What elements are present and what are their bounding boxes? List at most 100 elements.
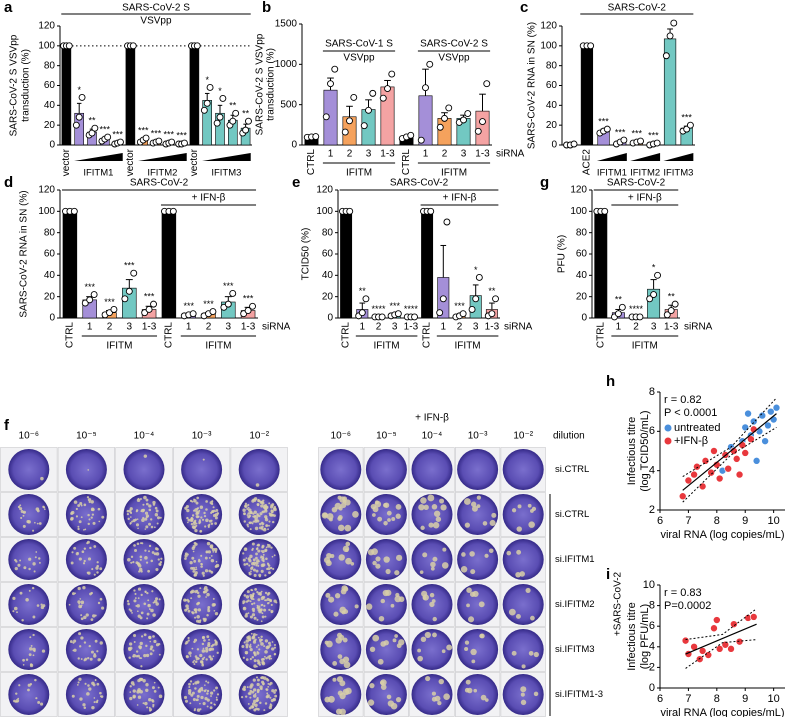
plaque xyxy=(147,613,150,616)
plaque xyxy=(20,517,22,519)
row-label: si.CTRL xyxy=(555,509,589,520)
plaque xyxy=(248,635,251,638)
data-point xyxy=(351,94,357,100)
plate xyxy=(457,584,498,625)
y-tick-label: 0 xyxy=(551,140,557,151)
plaque xyxy=(74,500,78,504)
plaque xyxy=(247,526,249,528)
data-point xyxy=(604,126,610,132)
plaque xyxy=(217,652,219,654)
plaque xyxy=(142,504,144,506)
plaque xyxy=(190,655,192,657)
plaque xyxy=(325,593,330,598)
plaque xyxy=(188,683,191,686)
plaque xyxy=(266,692,268,694)
plaque xyxy=(87,496,89,498)
plaque xyxy=(466,603,470,607)
plaque xyxy=(215,686,218,689)
plaque xyxy=(423,505,428,510)
plate xyxy=(366,494,407,535)
plaque xyxy=(516,614,521,619)
plaque xyxy=(264,509,267,512)
plaque xyxy=(265,592,267,594)
plaque xyxy=(77,600,80,603)
plaque xyxy=(137,610,139,612)
plaque xyxy=(257,544,260,547)
plaque xyxy=(138,615,141,618)
plaque xyxy=(37,701,40,704)
plaque xyxy=(190,597,192,599)
data-point xyxy=(332,66,338,72)
plate xyxy=(503,494,544,535)
plaque xyxy=(534,692,538,696)
plaque xyxy=(206,593,210,597)
plaque xyxy=(245,643,248,646)
plaque xyxy=(135,605,137,607)
plaque xyxy=(202,636,205,639)
plaque xyxy=(470,569,475,574)
data-point xyxy=(465,111,471,117)
plaque xyxy=(33,650,35,652)
plaque xyxy=(15,692,17,694)
plaque xyxy=(139,646,142,649)
y-tick-label: 40 xyxy=(576,270,588,281)
plaque xyxy=(81,516,83,518)
plaque xyxy=(160,561,162,563)
plaque xyxy=(267,544,271,548)
plaque xyxy=(263,528,267,532)
plaque xyxy=(133,599,136,602)
plaque xyxy=(434,511,440,517)
plaque xyxy=(252,523,254,525)
data-point xyxy=(117,139,123,145)
plaque xyxy=(253,602,255,604)
plate xyxy=(66,584,107,625)
data-point xyxy=(489,311,495,317)
plaque xyxy=(134,593,136,595)
plaque xyxy=(80,614,82,616)
data-point xyxy=(347,208,353,214)
plate xyxy=(181,674,222,715)
plaque xyxy=(81,617,84,620)
plaque xyxy=(250,600,252,602)
plaque xyxy=(29,590,31,592)
data-point xyxy=(713,617,720,624)
significance: *** xyxy=(615,127,626,137)
data-point xyxy=(194,43,200,49)
data-point xyxy=(385,86,391,92)
plate xyxy=(181,449,222,490)
plaque xyxy=(28,558,31,561)
plaque xyxy=(216,697,218,699)
plaque xyxy=(375,564,380,569)
y-tick-label: 2 xyxy=(649,504,655,516)
plaque xyxy=(84,529,86,531)
data-point xyxy=(323,114,329,120)
plaque xyxy=(250,528,252,530)
plaque xyxy=(432,697,437,702)
plaque xyxy=(262,658,265,661)
plaque xyxy=(245,557,247,559)
plaque xyxy=(197,516,199,518)
plaque xyxy=(87,469,89,471)
plaque xyxy=(469,551,475,557)
plaque xyxy=(479,601,485,607)
plaque xyxy=(145,591,147,593)
plaque xyxy=(205,658,207,660)
plaque xyxy=(155,507,158,510)
dilution-header: 10⁻⁴ xyxy=(134,431,155,442)
plaque xyxy=(264,549,267,552)
plaque xyxy=(261,525,264,528)
data-point xyxy=(243,127,249,133)
x-tick-label: 6 xyxy=(657,515,663,527)
plaque xyxy=(77,684,79,686)
plaque xyxy=(78,681,80,683)
data-point xyxy=(122,296,128,302)
plaque xyxy=(95,679,97,681)
plaque xyxy=(352,511,359,518)
plaque xyxy=(203,702,206,705)
plaque xyxy=(86,613,89,616)
y-tick-label: 0 xyxy=(49,313,55,324)
plaque xyxy=(187,637,189,639)
plaque xyxy=(191,557,194,560)
plaque xyxy=(208,550,211,553)
y-tick-label: 20 xyxy=(44,291,56,302)
